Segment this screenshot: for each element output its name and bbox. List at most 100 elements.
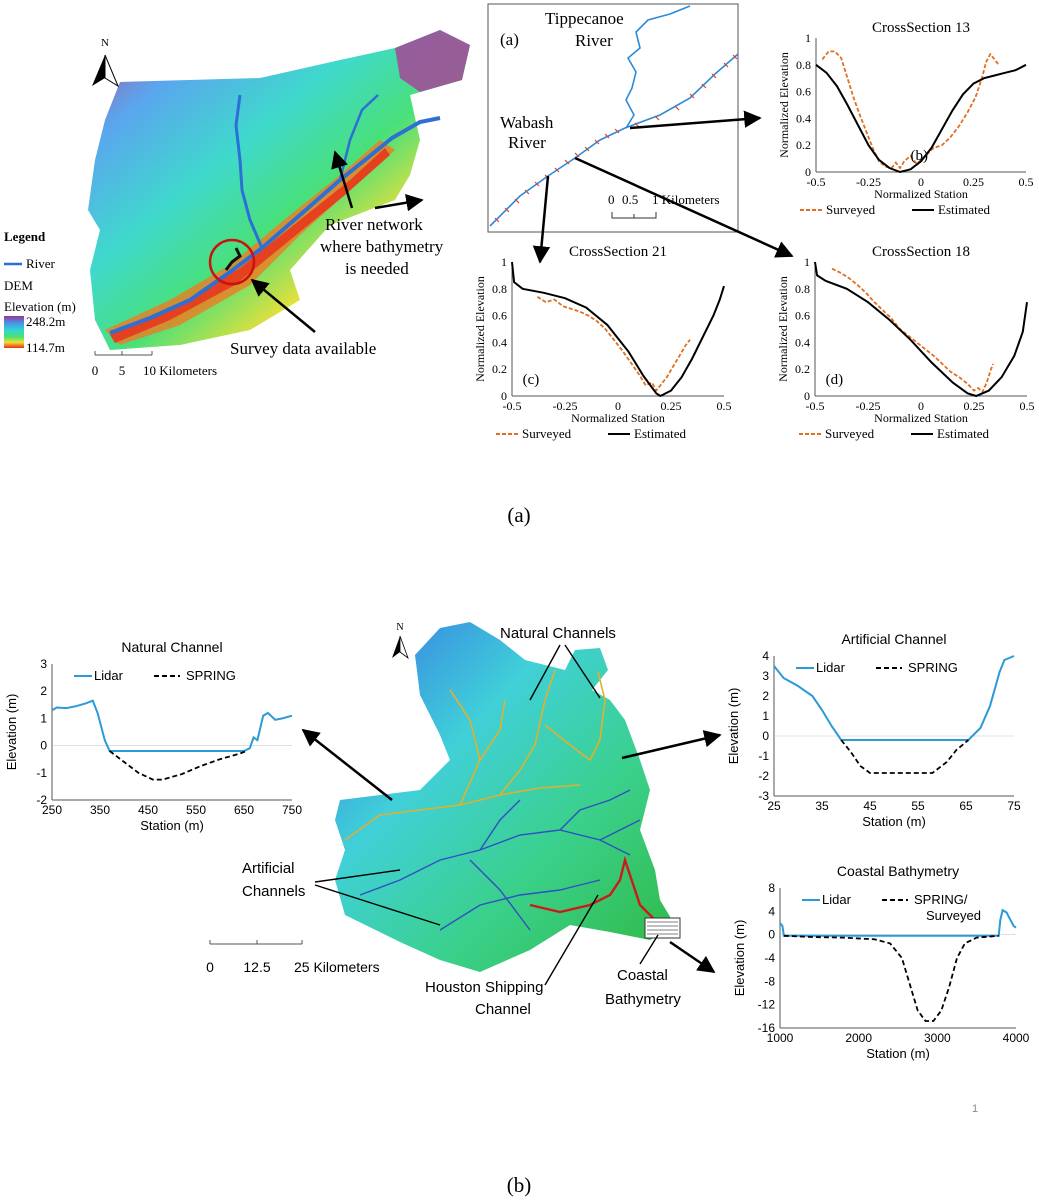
label-houston-2: Channel <box>475 1001 531 1018</box>
natural-channel-lines <box>344 669 606 841</box>
x-tick-label: -0.5 <box>807 175 826 189</box>
x-axis-label: Normalized Station <box>874 187 968 201</box>
arrow-to-natural <box>301 728 393 801</box>
survey-reach <box>224 247 242 271</box>
inset-panel-label: (a) <box>500 30 519 49</box>
x-axis-label: Normalized Station <box>874 411 968 425</box>
x-tick-label: 3000 <box>924 1031 951 1045</box>
north-arrow-icon: N <box>92 37 120 88</box>
y-tick-label: 0.8 <box>492 282 507 296</box>
series-line-1 <box>840 739 969 774</box>
series-line-1 <box>109 750 247 781</box>
y-tick-label: -4 <box>764 951 775 965</box>
legend-title: Legend <box>4 229 46 244</box>
x-tick-label: -0.25 <box>856 175 881 189</box>
y-tick-label: 1 <box>762 709 769 723</box>
chart-coastal: 1000 2000 3000 4000 -16 -12 -8 -4 0 4 8 Station (m)… <box>732 863 1030 1061</box>
tippecanoe-label-2: River <box>575 31 613 50</box>
label-artificial-1: Artificial <box>242 860 295 877</box>
x-tick-label: 0 <box>918 399 924 413</box>
y-tick-label: -3 <box>758 789 769 803</box>
y-tick-label: 0 <box>762 729 769 743</box>
series-line-1 <box>814 261 1028 398</box>
x-tick-label: -0.5 <box>503 399 522 413</box>
y-tick-label: 0.6 <box>795 309 810 323</box>
y-tick-label: -2 <box>36 793 47 807</box>
chart-cs13: -0.5 -0.25 0 0.25 0.5 0 0.2 0.4 0.6 0.8 1 Normalize… <box>777 20 1034 217</box>
legend-label-1: SPRING <box>186 668 236 683</box>
scale2-0: 0 <box>206 959 214 975</box>
arrow-to-coastal <box>669 940 716 974</box>
label-houston-1: Houston Shipping <box>425 979 543 996</box>
x-tick-label: -0.25 <box>856 399 881 413</box>
caption-a: (a) <box>507 503 530 527</box>
annotation-network-2: where bathymetry <box>320 237 444 256</box>
houston-raster <box>335 622 675 972</box>
x-tick-label: 0.25 <box>964 399 985 413</box>
y-tick-label: -8 <box>764 974 775 988</box>
river-line <box>109 116 441 335</box>
dem-low-band <box>105 140 395 345</box>
x-tick-label: 250 <box>42 803 62 817</box>
x-tick-label: 550 <box>186 803 206 817</box>
chart-cs21: -0.5 -0.25 0 0.25 0.5 0 0.2 0.4 0.6 0.8 1 Normalize… <box>473 244 732 441</box>
charts-layer: -0.5 -0.25 0 0.25 0.500.20.40.60.81Normalize… <box>4 20 1035 1061</box>
inset-scale-bar <box>611 212 657 219</box>
chart-title: Artificial Channel <box>841 631 946 647</box>
series-line-0 <box>821 50 1000 170</box>
chart-natural: 250 350 450 550 650 750 -2 -1 0 1 2 3 Station (m) Ele… <box>4 639 302 833</box>
y-tick-label: 0 <box>805 165 811 179</box>
label-natural-channels: Natural Channels <box>500 625 616 642</box>
tippecanoe-river-line <box>625 5 691 129</box>
y-tick-label: 2 <box>762 689 769 703</box>
legend-label-0: Lidar <box>816 660 846 675</box>
y-tick-label: 3 <box>40 657 47 671</box>
legend-dem-label: DEM <box>4 278 33 293</box>
wabash-label-1: Wabash <box>500 113 554 132</box>
x-tick-label: 750 <box>282 803 302 817</box>
houston-ship-channel <box>529 855 656 921</box>
x-tick-label: 4000 <box>1003 1031 1030 1045</box>
x-tick-label: 450 <box>138 803 158 817</box>
legend-color-ramp <box>4 316 24 348</box>
arrow-to-cs13 <box>629 110 762 130</box>
y-tick-label: 4 <box>768 904 775 918</box>
y-tick-label: 0 <box>804 389 810 403</box>
series-line-0 <box>773 655 1015 741</box>
inset-scale-0: 0 <box>608 192 615 207</box>
y-tick-label: 1 <box>805 31 811 45</box>
dem-high-area <box>395 30 470 92</box>
y-axis-label: Elevation (m) <box>4 694 19 771</box>
pointer-artificial-1 <box>314 869 401 883</box>
inset-frame <box>487 3 739 233</box>
legend-label-0: Surveyed <box>826 202 876 217</box>
y-tick-label: 0.4 <box>796 111 811 125</box>
legend-label-1: Estimated <box>634 426 686 441</box>
panel-letter: (c) <box>523 372 540 388</box>
y-tick-label: 1 <box>804 255 810 269</box>
y-tick-label: -1 <box>758 749 769 763</box>
series-line-0 <box>536 296 691 393</box>
y-tick-label: 0 <box>501 389 507 403</box>
x-tick-label: 0.25 <box>661 399 682 413</box>
series-line-1 <box>815 63 1027 174</box>
slide-number: 1 <box>972 1103 978 1115</box>
y-tick-label: 1 <box>501 255 507 269</box>
x-tick-label: 0 <box>615 399 621 413</box>
river-branch <box>234 94 264 249</box>
x-tick-label: 0.25 <box>963 175 984 189</box>
legend-label-0: Surveyed <box>825 426 875 441</box>
x-tick-label: 25 <box>767 799 781 813</box>
y-tick-label: 3 <box>762 669 769 683</box>
y-tick-label: 0.2 <box>796 138 811 152</box>
y-tick-label: 0.6 <box>492 309 507 323</box>
inset-scale-1: 1 Kilometers <box>652 192 720 207</box>
label-coastal-1: Coastal <box>617 967 668 984</box>
north-arrow-icon-2: N <box>392 622 409 660</box>
y-tick-label: 1 <box>40 711 47 725</box>
chart-title: CrossSection 18 <box>872 244 970 260</box>
legend-label-0: Lidar <box>94 668 124 683</box>
label-artificial-2: Channels <box>242 883 305 900</box>
cross-section-ticks <box>494 54 738 223</box>
x-axis-label: Station (m) <box>140 818 204 833</box>
